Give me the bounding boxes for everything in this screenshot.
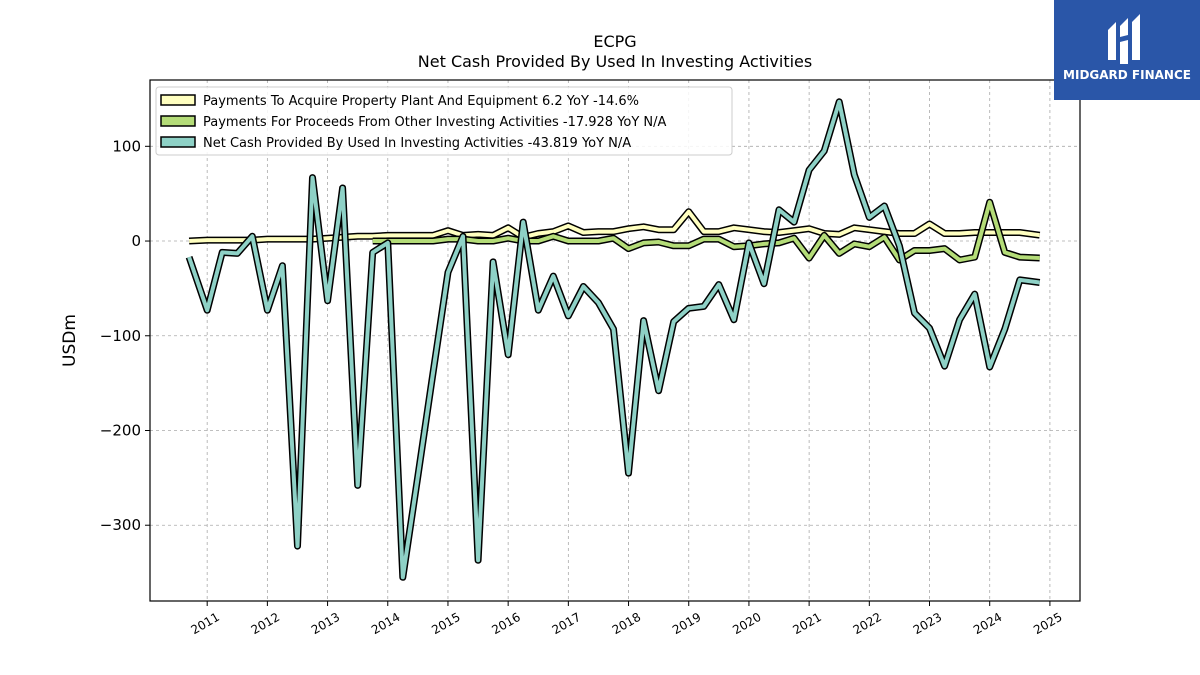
chart-title: ECPG [593,32,637,51]
x-tick-label: 2021 [790,610,823,637]
plot-frame [149,79,1081,602]
x-tick-label: 2011 [188,610,221,637]
x-tick-label: 2014 [369,610,402,637]
legend-box [155,86,733,156]
x-tick-label: 2019 [670,610,703,637]
y-axis-label: USDm [60,314,80,367]
series-line [372,200,1040,262]
brand-name: MIDGARD FINANCE [1063,68,1191,82]
midgard-logo-icon [1108,14,1140,64]
x-tick-label: 2022 [851,610,884,637]
legend-label: Payments To Acquire Property Plant And E… [203,94,639,109]
x-tick-label: 2023 [911,610,944,637]
y-tick-label: 100 [112,137,141,155]
brand-logo: MIDGARD FINANCE [1054,0,1200,100]
x-tick-label: 2020 [730,610,763,637]
x-tick-label: 2016 [489,610,522,637]
legend-swatch [160,136,196,148]
legend-swatch [160,115,196,127]
y-tick-label: 0 [131,232,141,250]
x-tick-label: 2024 [971,610,1004,637]
x-tick-label: 2013 [309,610,342,637]
x-tick-label: 2012 [249,610,282,637]
series-line [187,99,1040,580]
x-tick-label: 2025 [1031,610,1064,637]
legend-label: Payments For Proceeds From Other Investi… [203,115,667,130]
chart-subtitle: Net Cash Provided By Used In Investing A… [417,52,813,71]
x-tick-label: 2017 [550,610,583,637]
legend: Payments To Acquire Property Plant And E… [155,86,733,156]
x-tick-label: 2018 [610,610,643,637]
x-tick-label: 2015 [429,610,462,637]
y-tick-label: −200 [100,421,141,439]
legend-label: Net Cash Provided By Used In Investing A… [203,136,631,151]
y-tick-label: −100 [100,327,141,345]
legend-swatch [160,94,196,106]
y-tick-label: −300 [100,516,141,534]
